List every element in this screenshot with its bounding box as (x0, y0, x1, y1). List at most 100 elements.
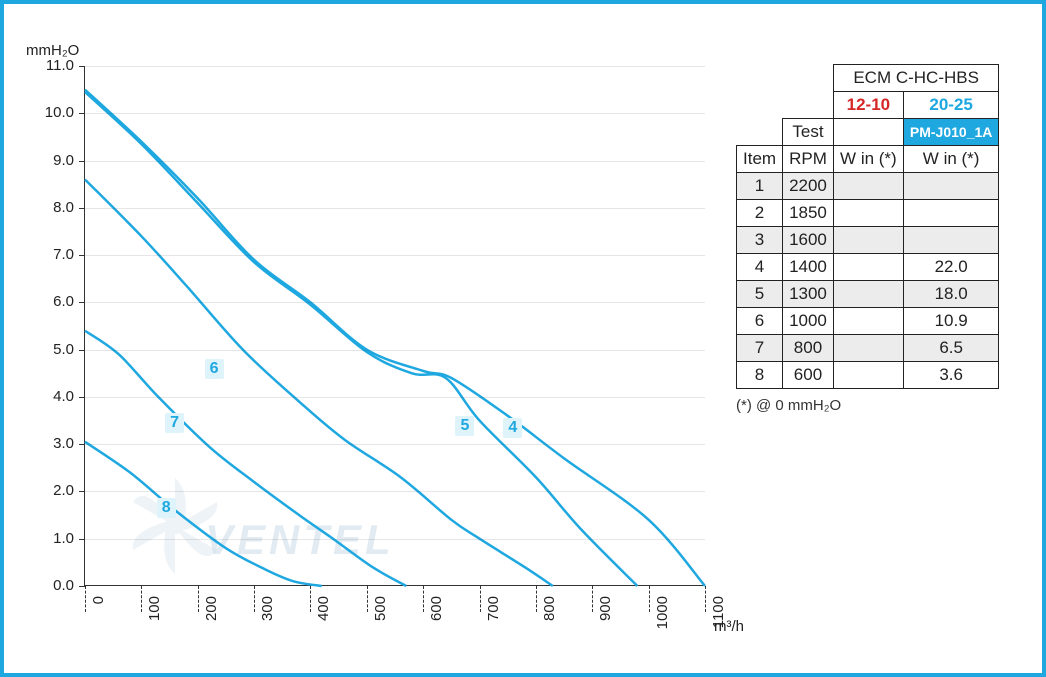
table-row: 51300 18.0 (737, 281, 999, 308)
col-b-header: 20-25 (903, 92, 999, 119)
table-cell-b (903, 200, 999, 227)
xtick-dash (423, 586, 424, 612)
table-row: 12200 (737, 173, 999, 200)
xtick-label: 300 (259, 596, 276, 656)
gridline-h (85, 302, 705, 303)
xtick-label: 400 (315, 596, 332, 656)
subheader-test: Test (783, 119, 834, 146)
ytick (79, 255, 85, 256)
table-cell-item: 3 (737, 227, 783, 254)
table-row: 6100010.9 (737, 308, 999, 335)
table-cell-b (903, 227, 999, 254)
xtick-dash (705, 586, 706, 612)
ytick (79, 66, 85, 67)
ytick-label: 6.0 (34, 293, 74, 310)
xtick-dash (367, 586, 368, 612)
table-row: 21850 (737, 200, 999, 227)
xtick-dash (310, 586, 311, 612)
xtick-dash (141, 586, 142, 612)
ytick (79, 444, 85, 445)
table-cell-rpm: 600 (783, 362, 834, 389)
plot-region: VENTEL 0.01.02.03.04.05.06.07.08.09.010.… (84, 66, 704, 586)
table-cell-rpm: 800 (783, 335, 834, 362)
gridline-h (85, 539, 705, 540)
xtick-dash (536, 586, 537, 612)
table-cell-b: 10.9 (903, 308, 999, 335)
table-cell-item: 4 (737, 254, 783, 281)
table-cell-a (833, 227, 903, 254)
xtick-dash (198, 586, 199, 612)
ytick (79, 208, 85, 209)
table-row: 31600 (737, 227, 999, 254)
gridline-h (85, 491, 705, 492)
table-cell-item: 7 (737, 335, 783, 362)
table-title: ECM C-HC-HBS (833, 65, 999, 92)
table-cell-b: 22.0 (903, 254, 999, 281)
table-cell-a (833, 308, 903, 335)
curve-7 (85, 331, 406, 586)
ytick (79, 161, 85, 162)
ytick-label: 11.0 (34, 57, 74, 74)
table-row: 78006.5 (737, 335, 999, 362)
gridline-h (85, 397, 705, 398)
table-cell-rpm: 1300 (783, 281, 834, 308)
table-cell-a (833, 173, 903, 200)
xtick-label: 200 (203, 596, 220, 656)
curve-8 (85, 442, 322, 586)
header-win-a: W in (*) (833, 146, 903, 173)
ytick-label: 1.0 (34, 530, 74, 547)
ytick (79, 397, 85, 398)
table-cell-b: 3.6 (903, 362, 999, 389)
xtick-label: 100 (146, 596, 163, 656)
table-cell-item: 1 (737, 173, 783, 200)
table-footnote: (*) @ 0 mmH₂O (736, 397, 1018, 414)
gridline-h (85, 444, 705, 445)
xtick-label: 500 (372, 596, 389, 656)
xtick-dash (254, 586, 255, 612)
ytick-label: 5.0 (34, 341, 74, 358)
xtick-label: 600 (428, 596, 445, 656)
xtick-dash (85, 586, 86, 612)
figure-frame: mmH₂O VENTEL 0.01.02.03.04.05.06.07.08.0… (0, 0, 1046, 677)
gridline-h (85, 208, 705, 209)
ytick (79, 491, 85, 492)
table-cell-a (833, 281, 903, 308)
gridline-h (85, 113, 705, 114)
gridline-h (85, 255, 705, 256)
header-rpm: RPM (783, 146, 834, 173)
col-a-header: 12-10 (833, 92, 903, 119)
curve-6 (85, 179, 553, 586)
xtick-dash (480, 586, 481, 612)
table-cell-rpm: 1600 (783, 227, 834, 254)
ytick (79, 302, 85, 303)
table-cell-item: 6 (737, 308, 783, 335)
ytick-label: 7.0 (34, 246, 74, 263)
ytick-label: 3.0 (34, 435, 74, 452)
ytick (79, 539, 85, 540)
table-cell-a (833, 254, 903, 281)
xtick-label: 0 (90, 596, 107, 656)
curve-label-5: 5 (455, 416, 474, 436)
ytick (79, 350, 85, 351)
xtick-label: 700 (485, 596, 502, 656)
curve-label-8: 8 (157, 498, 176, 518)
curves-svg (85, 66, 705, 586)
table-cell-b: 18.0 (903, 281, 999, 308)
ytick-label: 8.0 (34, 199, 74, 216)
table-cell-rpm: 1850 (783, 200, 834, 227)
header-item: Item (737, 146, 783, 173)
table-cell-rpm: 1400 (783, 254, 834, 281)
xtick-label: 800 (541, 596, 558, 656)
ytick-label: 4.0 (34, 388, 74, 405)
table-cell-rpm: 2200 (783, 173, 834, 200)
ytick-label: 2.0 (34, 482, 74, 499)
curve-label-6: 6 (205, 359, 224, 379)
curve-label-4: 4 (503, 418, 522, 438)
table-row: 41400 22.0 (737, 254, 999, 281)
gridline-h (85, 350, 705, 351)
xtick-dash (649, 586, 650, 612)
data-table-wrap: ECM C-HC-HBS 12-10 20-25 Test PM-J010_1A… (736, 64, 1018, 414)
table-cell-item: 8 (737, 362, 783, 389)
table-cell-item: 5 (737, 281, 783, 308)
xtick-label: 900 (597, 596, 614, 656)
